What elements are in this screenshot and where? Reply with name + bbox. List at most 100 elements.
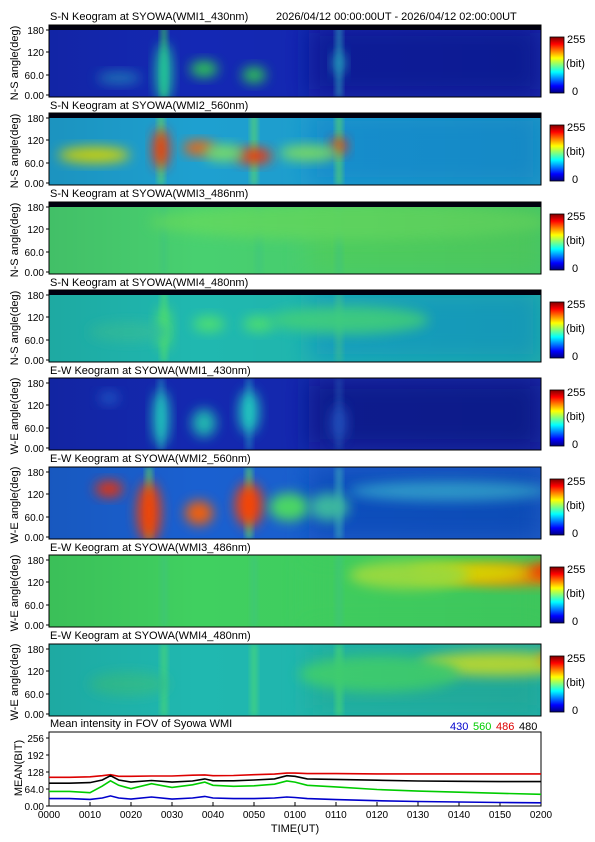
- series-line-430: [49, 795, 542, 804]
- colorbar-max-label: 255: [567, 564, 585, 576]
- line-chart-ytick-label: 256: [27, 734, 44, 745]
- keogram-panel: S-N Keogram at SYOWA(WMI4_480nm) 180 120 60…: [9, 277, 585, 367]
- series-line-480: [49, 774, 541, 785]
- y-axis-label: W-E angle(deg): [9, 467, 21, 544]
- line-chart-xtick-label: 0200: [530, 810, 553, 821]
- line-chart-xtick-label: 0140: [448, 810, 471, 821]
- colorbar-min-label: 0: [572, 174, 578, 186]
- colorbar: [549, 389, 565, 447]
- panel-title: S-N Keogram at SYOWA(WMI4_480nm): [50, 277, 248, 289]
- colorbar: [549, 566, 565, 624]
- keogram-image: [49, 467, 541, 539]
- line-chart-xticks: 0000 0010 0020 0030 0040 0050 0100 0110 0120 0130…: [38, 802, 553, 821]
- colorbar-unit-label: (bit): [566, 588, 585, 600]
- panel-title: E-W Keogram at SYOWA(WMI1_430nm): [50, 365, 251, 377]
- panel-title: E-W Keogram at SYOWA(WMI2_560nm): [50, 453, 251, 465]
- keogram-image: [49, 113, 541, 185]
- y-tick-label: 180: [27, 379, 44, 390]
- colorbar: [549, 301, 565, 359]
- line-chart-ytick-label: 192: [27, 751, 44, 762]
- colorbar-unit-label: (bit): [566, 411, 585, 423]
- colorbar-max-label: 255: [567, 34, 585, 46]
- keogram-image: [49, 290, 541, 362]
- panel-title: E-W Keogram at SYOWA(WMI4_480nm): [50, 630, 251, 642]
- keogram-frame: [48, 643, 542, 717]
- line-chart-xtick-label: 0110: [325, 810, 347, 821]
- colorbar-min-label: 0: [572, 528, 578, 540]
- colorbar-max-label: 255: [567, 387, 585, 399]
- y-tick-label: 120: [27, 48, 44, 59]
- series-line-486: [49, 772, 541, 779]
- line-chart-frame: [48, 731, 542, 807]
- colorbar: [549, 36, 565, 94]
- keogram-frame: [48, 24, 542, 98]
- line-chart-xtick-label: 0120: [366, 810, 389, 821]
- y-tick-label: 120: [27, 667, 44, 678]
- y-tick-label: 0.00: [25, 356, 45, 367]
- keogram-frame: [48, 554, 542, 628]
- y-tick-label: 0.00: [25, 91, 45, 102]
- line-chart-xtick-label: 0100: [284, 810, 307, 821]
- y-tick-label: 0.00: [25, 710, 45, 721]
- colorbar-min-label: 0: [572, 86, 578, 98]
- colorbar-min-label: 0: [572, 705, 578, 717]
- y-tick-label: 0.00: [25, 444, 45, 455]
- y-tick-label: 180: [27, 291, 44, 302]
- y-tick-label: 60.0: [25, 336, 45, 347]
- colorbar: [549, 478, 565, 536]
- keogram-frame: [48, 112, 542, 186]
- legend-entry-430: 430: [450, 721, 468, 733]
- colorbar-min-label: 0: [572, 263, 578, 275]
- line-chart-ytick-label: 0.00: [25, 802, 45, 813]
- line-chart-series: [49, 772, 542, 804]
- y-tick-label: 120: [27, 313, 44, 324]
- line-chart-xtick-label: 0150: [489, 810, 512, 821]
- keogram-panel: E-W Keogram at SYOWA(WMI2_560nm) 180 120 60…: [9, 453, 585, 544]
- y-tick-label: 0.00: [25, 179, 45, 190]
- series-line-560: [49, 779, 542, 796]
- y-axis-label: N-S angle(deg): [9, 26, 21, 101]
- y-tick-label: 120: [27, 490, 44, 501]
- colorbar-max-label: 255: [567, 476, 585, 488]
- line-chart-xtick-label: 0050: [243, 810, 266, 821]
- y-tick-label: 60.0: [25, 601, 45, 612]
- panel-title: S-N Keogram at SYOWA(WMI2_560nm): [50, 100, 248, 112]
- line-chart-xtick-label: 0000: [38, 810, 61, 821]
- y-tick-label: 120: [27, 401, 44, 412]
- legend-entry-486: 486: [496, 721, 514, 733]
- line-chart-yticks: 256 192 128 64.0 0.00: [25, 734, 49, 813]
- colorbar-max-label: 255: [567, 211, 585, 223]
- y-tick-label: 120: [27, 578, 44, 589]
- line-chart-ylabel: MEAN(BIT): [13, 740, 25, 796]
- line-chart-xtick-label: 0020: [120, 810, 143, 821]
- y-tick-label: 60.0: [25, 248, 45, 259]
- y-tick-label: 60.0: [25, 424, 45, 435]
- line-chart-xtick-label: 0030: [161, 810, 184, 821]
- colorbar-unit-label: (bit): [566, 677, 585, 689]
- panel-title: S-N Keogram at SYOWA(WMI3_486nm): [50, 188, 248, 200]
- y-tick-label: 0.00: [25, 621, 45, 632]
- keogram-panels: 180 120 60.0 0.00 N-S angle(deg) 255 (bit) 0 S-N…: [9, 24, 585, 721]
- y-tick-label: 180: [27, 468, 44, 479]
- keogram-image: [49, 378, 541, 450]
- colorbar-unit-label: (bit): [566, 58, 585, 70]
- keogram-image: [49, 202, 541, 274]
- line-chart-xlabel: TIME(UT): [271, 823, 319, 835]
- y-axis-label: N-S angle(deg): [9, 203, 21, 278]
- y-tick-label: 60.0: [25, 690, 45, 701]
- keogram-frame: [48, 377, 542, 451]
- keogram-image: [49, 555, 541, 627]
- keogram-image: [49, 644, 541, 716]
- line-chart-xtick-label: 0010: [79, 810, 102, 821]
- y-tick-label: 180: [27, 203, 44, 214]
- y-axis-label: W-E angle(deg): [9, 378, 21, 455]
- keogram-panel: E-W Keogram at SYOWA(WMI4_480nm) 180 120 60…: [9, 630, 585, 721]
- colorbar-unit-label: (bit): [566, 500, 585, 512]
- keogram-panel: S-N Keogram at SYOWA(WMI3_486nm) 180 120 60…: [9, 188, 585, 279]
- y-axis-label: N-S angle(deg): [9, 114, 21, 189]
- chart-legend: 430 560 486 480: [450, 721, 537, 733]
- line-chart-ytick-label: 128: [27, 768, 44, 779]
- colorbar-min-label: 0: [572, 616, 578, 628]
- y-tick-label: 180: [27, 26, 44, 37]
